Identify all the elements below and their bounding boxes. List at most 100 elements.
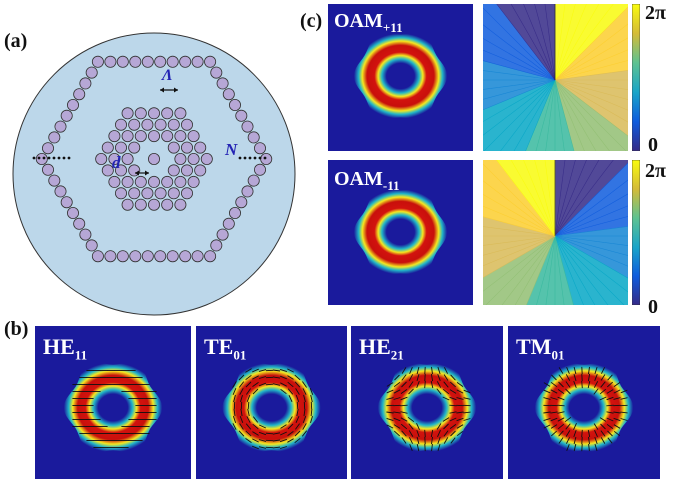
diameter-marker <box>135 170 149 176</box>
air-hole <box>174 130 187 143</box>
oam-plus-colorbar-min: 0 <box>648 134 658 156</box>
air-hole <box>129 55 142 68</box>
air-hole <box>134 198 147 211</box>
air-hole <box>154 118 167 131</box>
diameter-label: d <box>112 153 121 172</box>
pitch-label: Λ <box>161 67 173 84</box>
rings-label: N <box>224 140 238 159</box>
air-hole <box>128 118 141 131</box>
oam-minus-colorbar-min: 0 <box>648 296 658 318</box>
air-hole <box>180 164 193 177</box>
air-hole <box>147 198 160 211</box>
air-hole <box>166 250 179 263</box>
oam-minus-phase-map <box>483 160 628 305</box>
oam-plus-phase-map <box>483 4 628 151</box>
air-hole <box>101 141 114 154</box>
oam-minus-ring <box>353 189 448 275</box>
air-hole <box>210 239 223 252</box>
air-hole <box>167 118 180 131</box>
air-hole <box>147 130 160 143</box>
fiber-cladding <box>12 32 296 316</box>
air-hole <box>180 118 193 131</box>
air-hole <box>67 99 80 112</box>
air-hole <box>141 118 154 131</box>
air-hole <box>91 250 104 263</box>
air-hole <box>73 217 86 230</box>
air-hole <box>194 141 207 154</box>
air-hole <box>129 250 142 263</box>
air-hole <box>253 163 266 176</box>
air-hole <box>161 198 174 211</box>
air-hole <box>187 130 200 143</box>
air-hole <box>161 130 174 143</box>
air-hole <box>79 77 92 90</box>
air-hole <box>141 250 154 263</box>
air-hole <box>91 55 104 68</box>
air-hole <box>104 250 117 263</box>
mode-te01-map: TE01 <box>196 326 347 479</box>
air-hole <box>167 164 180 177</box>
air-hole <box>204 55 217 68</box>
mode-he11-map: HE11 <box>35 326 191 479</box>
mode-tm01-label: TM01 <box>516 334 565 363</box>
air-hole <box>42 163 55 176</box>
mode-te01-label: TE01 <box>204 334 247 363</box>
air-hole <box>60 109 73 122</box>
air-hole <box>147 175 160 188</box>
air-hole <box>180 141 193 154</box>
oam-plus-colorbar <box>632 4 640 151</box>
air-hole <box>260 153 273 166</box>
air-hole <box>134 107 147 120</box>
mode-tm01-map: TM01 <box>508 326 660 479</box>
oam-minus-colorbar <box>632 160 640 305</box>
air-hole <box>60 196 73 209</box>
fiber-cross-section: Λ d N <box>12 32 296 316</box>
mode-he11-label: HE11 <box>43 334 88 363</box>
air-hole <box>228 99 241 112</box>
air-hole <box>228 206 241 219</box>
air-hole <box>222 88 235 101</box>
air-hole <box>108 153 121 166</box>
mode-he21-map: HE21 <box>351 326 503 479</box>
air-hole <box>174 198 187 211</box>
air-hole <box>167 187 180 200</box>
air-hole <box>73 88 86 101</box>
panel-c-label: (c) <box>300 10 323 32</box>
air-hole <box>191 250 204 263</box>
air-hole <box>147 107 160 120</box>
air-hole <box>235 196 248 209</box>
air-hole <box>85 66 98 79</box>
air-hole <box>101 164 114 177</box>
oam-minus-intensity-map: OAM-11 <box>328 160 473 305</box>
air-hole <box>128 187 141 200</box>
air-hole <box>54 185 67 198</box>
air-hole <box>121 107 134 120</box>
air-hole <box>121 153 134 166</box>
air-hole <box>115 187 128 200</box>
air-hole <box>95 153 108 166</box>
air-hole <box>154 250 167 263</box>
air-hole <box>141 187 154 200</box>
air-hole <box>134 175 147 188</box>
air-hole <box>116 250 129 263</box>
air-hole <box>67 206 80 219</box>
oam-plus-intensity-map: OAM+11 <box>328 4 473 151</box>
air-hole <box>48 131 61 144</box>
oam-plus-ring <box>353 33 448 119</box>
air-hole <box>115 164 128 177</box>
oam-minus-label: OAM-11 <box>334 168 400 193</box>
air-hole <box>42 142 55 155</box>
ring-dots-left <box>32 156 71 160</box>
ring-dots-right <box>238 156 267 160</box>
air-hole <box>121 198 134 211</box>
air-hole <box>235 109 248 122</box>
air-hole <box>247 174 260 187</box>
mode-he21-label: HE21 <box>359 334 404 363</box>
air-hole <box>241 120 254 133</box>
air-hole <box>115 118 128 131</box>
air-hole <box>216 228 229 241</box>
air-hole <box>191 55 204 68</box>
oam-minus-colorbar-max: 2π <box>645 160 666 182</box>
air-hole <box>104 55 117 68</box>
air-hole <box>174 175 187 188</box>
